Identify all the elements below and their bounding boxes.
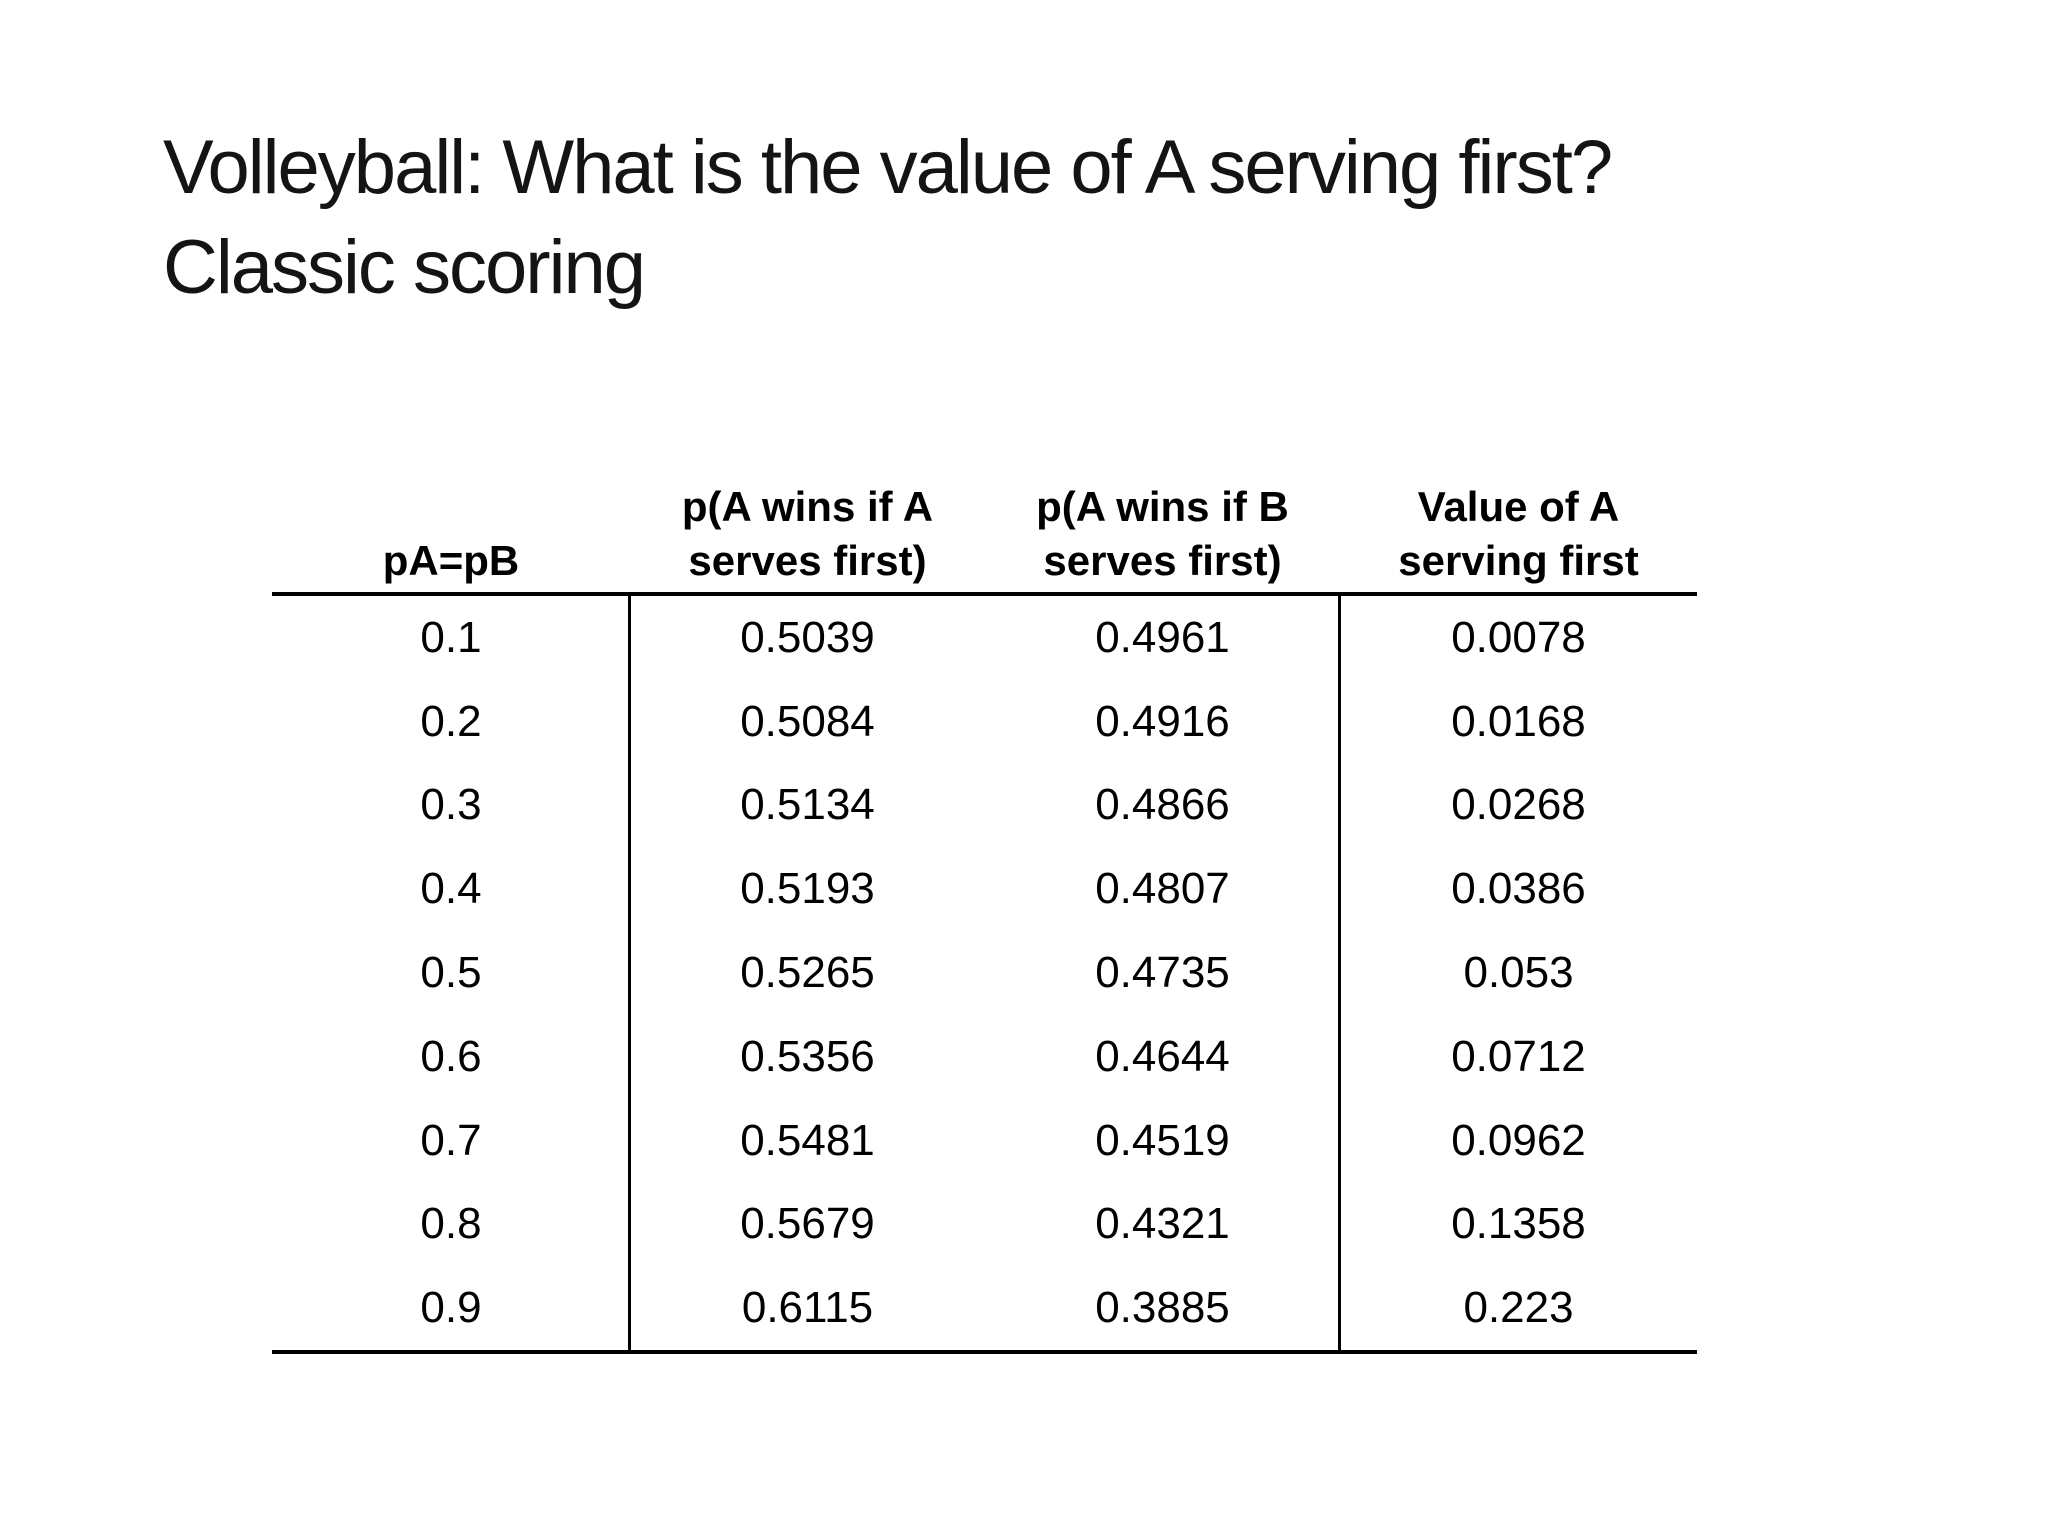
table-cell: 0.9 <box>420 1283 482 1333</box>
slide-title-line1: Volleyball: What is the value of A servi… <box>163 125 1613 210</box>
table-cell: 0.8 <box>420 1199 482 1249</box>
table-row: 0.9 0.6115 0.3885 0.223 <box>272 1266 1697 1350</box>
table-cell: 0.4519 <box>1095 1115 1230 1165</box>
table-cell: 0.0386 <box>1451 864 1586 914</box>
table-cell: 0.0712 <box>1451 1031 1586 1081</box>
table-cell: 0.4644 <box>1095 1031 1230 1081</box>
table-cell: 0.7 <box>420 1115 482 1165</box>
table-header-row: pA=pB p(A wins if A serves first) p(A wi… <box>272 455 1697 592</box>
table-cell: 0.5193 <box>740 864 875 914</box>
table-cell: 0.223 <box>1463 1283 1574 1333</box>
table-row: 0.2 0.5084 0.4916 0.0168 <box>272 680 1697 764</box>
table-cell: 0.0268 <box>1451 780 1586 830</box>
header-p-a-wins-if-b-serves: p(A wins if B serves first) <box>1036 483 1289 584</box>
table-cell: 0.2 <box>420 696 482 746</box>
table-row: 0.6 0.5356 0.4644 0.0712 <box>272 1015 1697 1099</box>
vertical-rule-left <box>628 596 631 1351</box>
table-body: 0.1 0.5039 0.4961 0.0078 0.2 0.5084 0.49… <box>272 592 1697 1355</box>
header-pa-pb: pA=pB <box>382 537 520 584</box>
table-cell: 0.053 <box>1463 948 1574 998</box>
table-cell: 0.5265 <box>740 948 875 998</box>
table-row: 0.5 0.5265 0.4735 0.053 <box>272 931 1697 1015</box>
header-p-a-wins-if-a-serves: p(A wins if A serves first) <box>681 483 934 584</box>
header-value-of-a-serving-first: Value of A serving first <box>1398 483 1639 584</box>
table-cell: 0.1 <box>420 612 482 662</box>
table-cell: 0.5084 <box>740 696 875 746</box>
slide-title: Volleyball: What is the value of A servi… <box>163 118 1613 318</box>
table-row: 0.7 0.5481 0.4519 0.0962 <box>272 1099 1697 1183</box>
table-cell: 0.5 <box>420 948 482 998</box>
table-cell: 0.5481 <box>740 1115 875 1165</box>
results-table: pA=pB p(A wins if A serves first) p(A wi… <box>272 455 1697 1355</box>
table-cell: 0.0962 <box>1451 1115 1586 1165</box>
table-cell: 0.5134 <box>740 780 875 830</box>
table-cell: 0.4866 <box>1095 780 1230 830</box>
table-row: 0.8 0.5679 0.4321 0.1358 <box>272 1183 1697 1267</box>
table-cell: 0.1358 <box>1451 1199 1586 1249</box>
table-cell: 0.4735 <box>1095 948 1230 998</box>
table-cell: 0.4 <box>420 864 482 914</box>
table-cell: 0.4961 <box>1095 612 1230 662</box>
vertical-rule-right <box>1338 596 1341 1351</box>
table-cell: 0.6 <box>420 1031 482 1081</box>
table-row: 0.3 0.5134 0.4866 0.0268 <box>272 764 1697 848</box>
table-cell: 0.3885 <box>1095 1283 1230 1333</box>
table-cell: 0.4321 <box>1095 1199 1230 1249</box>
table-cell: 0.4807 <box>1095 864 1230 914</box>
table-cell: 0.0168 <box>1451 696 1586 746</box>
slide-title-line2: Classic scoring <box>163 225 646 310</box>
table-cell: 0.5039 <box>740 612 875 662</box>
table-cell: 0.6115 <box>741 1283 874 1333</box>
table-row: 0.4 0.5193 0.4807 0.0386 <box>272 847 1697 931</box>
table-row: 0.1 0.5039 0.4961 0.0078 <box>272 596 1697 680</box>
table-cell: 0.5356 <box>740 1031 875 1081</box>
table-cell: 0.4916 <box>1095 696 1230 746</box>
table-cell: 0.3 <box>420 780 482 830</box>
table-cell: 0.0078 <box>1451 612 1586 662</box>
table-cell: 0.5679 <box>740 1199 875 1249</box>
